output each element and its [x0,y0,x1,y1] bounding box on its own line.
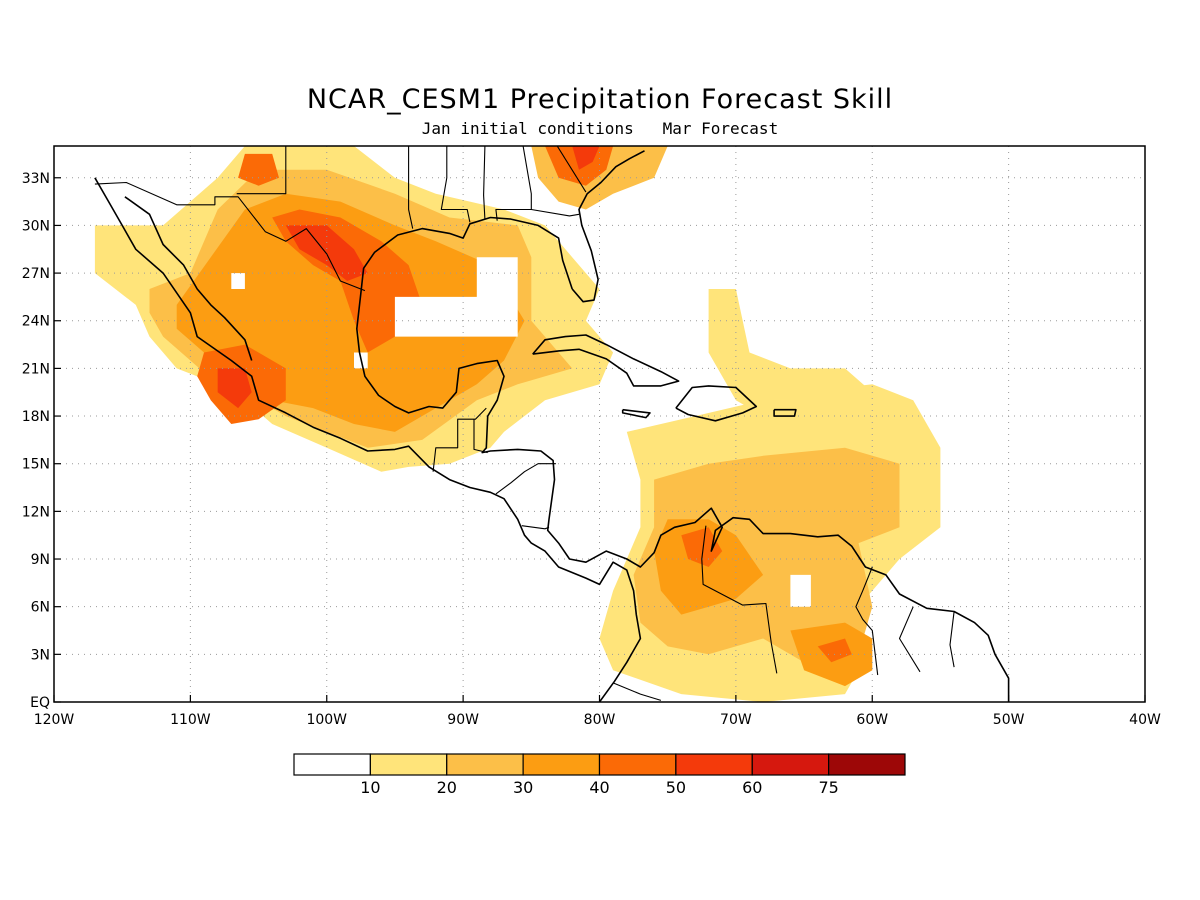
x-tick-label: 40W [1129,712,1161,728]
coastline-cuba [532,334,680,387]
border-guatemala-mexico [432,407,487,472]
skill-region-southeast-us-level-5 [572,146,600,170]
coastline-gulf-coast [355,216,1010,702]
coastline-hispaniola [675,385,758,422]
coastline-florida-atlantic [571,150,645,303]
colorbar-swatch [293,753,371,776]
y-tick-label: 3N [31,647,50,663]
y-tick-label: 18N [22,409,50,425]
skill-region-mid-atlantic-north-level-1 [708,289,927,448]
colorbar-label: 60 [742,778,762,797]
map-subtitle: Jan initial conditions Mar Forecast [421,119,779,138]
y-tick-label: 27N [22,266,50,282]
y-tick-label: 6N [31,600,50,616]
x-tick-label: 110W [170,712,211,728]
x-tick-label: 60W [856,712,888,728]
border-colombia-ecuador [612,682,662,701]
x-tick-label: 120W [34,712,75,728]
border-us-states-5 [495,146,532,221]
border-us-states [236,146,287,195]
border-suriname-french-guiana [949,611,955,668]
x-tick-label: 50W [993,712,1025,728]
skill-gap-1 [394,257,518,337]
coastline-puerto-rico [773,408,797,417]
y-tick-label: 9N [31,552,50,568]
border-guianas [898,606,921,673]
border-us-states-7 [556,146,587,193]
colorbar-swatch [446,753,524,776]
y-tick-label: 24N [22,314,50,330]
colorbar-swatch [598,753,677,776]
y-tick-label: 33N [22,171,50,187]
y-tick-label: EQ [30,695,50,711]
coastline-north-america-pacific [94,177,642,702]
colorbar-swatch [522,753,601,776]
colorbar-swatch [369,753,448,776]
skill-shading-layer [94,146,941,702]
coastline-jamaica [621,408,651,419]
x-tick-label: 100W [306,712,347,728]
skill-gap-2 [231,273,245,289]
colorbar: 10 20 30 40 50 60 75 [293,753,906,797]
x-tick-label: 70W [720,712,752,728]
colorbar-swatch [675,753,753,776]
border-us-states-3 [440,146,471,223]
colorbar-label: 75 [818,778,838,797]
skill-region-caribbean-south-america-level-4 [681,527,723,567]
border-us-mexico [94,181,366,292]
border-central-america [473,419,488,454]
colorbar-swatch [828,753,906,776]
skill-region-north-mexico-level-4 [238,153,279,186]
skill-gap-4 [790,574,811,607]
colorbar-swatch [751,753,830,776]
y-tick-label: 21N [22,361,50,377]
colorbar-label: 10 [360,778,380,797]
coastline-gulf-california-east [124,196,253,361]
coastline-layer [94,146,1010,702]
y-tick-label: 12N [22,504,50,520]
axis-ticks: 120W 110W 100W 90W 80W 70W 60W 50W 40W EQ 3N 6N 9N 12… [22,171,1161,728]
skill-region-west-mexico-level-5 [217,368,252,409]
colorbar-label: 40 [589,778,609,797]
border-us-states-2 [408,146,414,229]
colorbar-label: 20 [437,778,457,797]
colorbar-label: 30 [513,778,533,797]
border-colombia-venezuela [701,525,778,674]
border-us-states-4 [483,146,486,220]
border-honduras-nicaragua [495,463,556,495]
y-tick-label: 30N [22,218,50,234]
border-nicaragua-costa-rica [521,525,550,530]
skill-region-orinoco-level-4 [817,638,852,663]
x-tick-label: 80W [584,712,616,728]
skill-region-caribbean-south-america-level-2 [633,447,900,671]
y-tick-label: 15N [22,457,50,473]
colorbar-label: 50 [666,778,686,797]
x-tick-label: 90W [447,712,479,728]
map-title: NCAR_CESM1 Precipitation Forecast Skill [306,84,894,115]
border-us-states-6 [531,208,580,217]
border-venezuela-guyana [855,566,879,676]
